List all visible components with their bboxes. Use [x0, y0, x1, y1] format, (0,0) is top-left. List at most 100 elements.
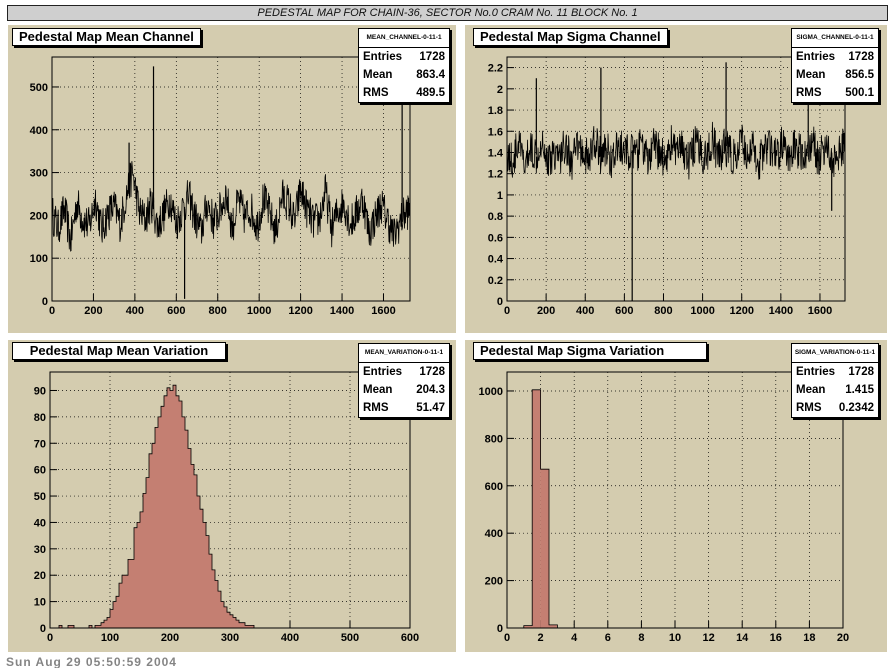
sigma-channel-chart: 0 200 400 600 800 1000 1200 1400 1600 0 0.2 0.4 0.6 0… [488, 56, 846, 317]
entries-value: 1728 [848, 51, 874, 63]
rms-value: 500.1 [845, 87, 874, 99]
histogram-outline [50, 384, 410, 629]
y-tick-label: 30 [34, 544, 46, 556]
x-tick-label: 400 [126, 305, 144, 317]
x-tick-label: 1200 [288, 305, 312, 317]
pad-sigma-variation: 0 2 4 6 8 10 12 14 16 18 20 0 200 400 600 800 1000 Pedes… [465, 340, 887, 652]
y-tick-label: 10 [34, 597, 46, 609]
entries-label: Entries [363, 366, 402, 378]
histogram-bar [197, 496, 200, 628]
mean-label: Mean [796, 384, 826, 396]
x-tick-label: 2 [538, 632, 544, 644]
mean-variation-chart: 0 100 200 300 400 500 600 0 10 20 30 40 50 60 70 80 90 [34, 371, 419, 644]
histogram-bar [185, 430, 188, 628]
entries-label: Entries [796, 51, 835, 63]
x-tick-label: 6 [605, 632, 611, 644]
y-tick-label: 800 [485, 433, 503, 445]
rms-label: RMS [363, 87, 389, 99]
y-tick-label: 1.6 [488, 126, 503, 138]
stats-name: MEAN_VARIATION-0-11-1 [359, 344, 449, 363]
histogram-bar [200, 509, 203, 628]
histogram-bar [116, 596, 119, 628]
x-tick-label: 800 [654, 305, 672, 317]
histogram-bar [242, 622, 245, 628]
x-tick-label: 10 [669, 632, 681, 644]
stats-box: MEAN_VARIATION-0-11-1 Entries 1728 Mean 20… [358, 343, 450, 418]
y-tick-label: 300 [30, 168, 48, 180]
y-tick-label: 70 [34, 438, 46, 450]
histogram-bar [523, 625, 533, 628]
histogram-bar [230, 614, 233, 628]
mean-label: Mean [363, 69, 393, 81]
plot-frame [506, 371, 844, 629]
histogram-bar [191, 464, 194, 628]
histogram-bar [107, 617, 110, 628]
stats-box: MEAN_CHANNEL-0-11-1 Entries 1728 Mean 863.… [358, 28, 450, 103]
y-tick-label: 100 [30, 253, 48, 265]
y-tick-label: 1.2 [488, 169, 503, 181]
pad-mean-variation: 0 100 200 300 400 500 600 0 10 20 30 40 50 60 70 80 90 P… [8, 340, 456, 652]
y-tick-label: 600 [485, 481, 503, 493]
x-tick-label: 14 [736, 632, 749, 644]
histogram-bar [155, 427, 158, 628]
y-tick-label: 90 [34, 385, 46, 397]
stats-name: SIGMA_CHANNEL-0-11-1 [792, 29, 878, 48]
histogram-bar [71, 625, 74, 628]
histogram-bar [212, 569, 215, 628]
y-tick-label: 40 [34, 517, 46, 529]
x-tick-label: 600 [401, 632, 419, 644]
histogram-bar [218, 591, 221, 628]
histogram-bar [173, 385, 176, 628]
x-tick-label: 100 [101, 632, 119, 644]
histogram-bar [146, 477, 149, 628]
histogram-bar [206, 535, 209, 628]
histogram-bar [239, 622, 242, 628]
histogram-bar [227, 612, 230, 628]
histogram-bar [113, 601, 116, 628]
y-tick-label: 1000 [479, 386, 503, 398]
histogram-bar [143, 493, 146, 628]
y-tick-label: 400 [30, 125, 48, 137]
rms-value: 51.47 [416, 402, 445, 414]
entries-value: 1728 [419, 366, 445, 378]
y-tick-label: 2.2 [488, 63, 503, 75]
rms-value: 489.5 [416, 87, 445, 99]
mean-label: Mean [796, 69, 826, 81]
histogram-bar [68, 625, 71, 628]
x-tick-label: 1600 [371, 305, 395, 317]
histogram-bar [89, 625, 92, 628]
histogram-bar [104, 620, 107, 628]
x-tick-label: 4 [571, 632, 578, 644]
y-tick-label: 1.4 [488, 147, 504, 159]
plot-frame [506, 56, 846, 302]
x-tick-label: 400 [576, 305, 594, 317]
y-tick-label: 0.4 [488, 254, 504, 266]
y-tick-label: 0.6 [488, 232, 503, 244]
histogram-bar [236, 620, 239, 628]
histogram-bar [125, 575, 128, 628]
histogram-bar [161, 406, 164, 628]
x-tick-label: 200 [161, 632, 179, 644]
y-tick-label: 200 [30, 210, 48, 222]
histogram-bar [176, 395, 179, 628]
histogram-bar [203, 522, 206, 628]
x-tick-label: 8 [638, 632, 644, 644]
histogram-bar [209, 554, 212, 628]
entries-label: Entries [363, 51, 402, 63]
histogram-bar [549, 624, 558, 628]
y-tick-label: 0.2 [488, 275, 503, 287]
data-series-line [506, 121, 846, 180]
x-tick-label: 1400 [769, 305, 793, 317]
canvas-title: PEDESTAL MAP FOR CHAIN-36, SECTOR No.0 C… [7, 5, 888, 21]
y-tick-label: 400 [485, 528, 503, 540]
y-tick-label: 0.8 [488, 211, 503, 223]
histogram-bar [59, 625, 62, 628]
pad-sigma-channel: 0 200 400 600 800 1000 1200 1400 1600 0 0.2 0.4 0.6 0… [465, 25, 887, 333]
histogram-bar [188, 448, 191, 628]
rms-label: RMS [796, 87, 822, 99]
y-tick-label: 1.8 [488, 105, 503, 117]
x-tick-label: 1200 [729, 305, 753, 317]
histogram-bar [101, 622, 104, 628]
panel-title: Pedestal Map Sigma Variation [473, 342, 707, 360]
